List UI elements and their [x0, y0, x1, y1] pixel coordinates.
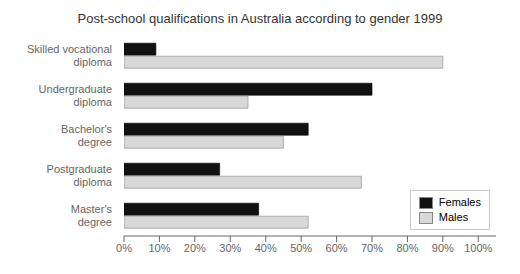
svg-text:20%: 20%	[184, 242, 206, 254]
svg-text:50%: 50%	[290, 242, 312, 254]
svg-text:30%: 30%	[219, 242, 241, 254]
svg-text:80%: 80%	[396, 242, 418, 254]
svg-text:70%: 70%	[361, 242, 383, 254]
svg-text:Master'sdegree: Master'sdegree	[71, 203, 113, 228]
svg-text:40%: 40%	[255, 242, 277, 254]
svg-text:Undergraduatediploma: Undergraduatediploma	[39, 83, 113, 108]
html-text:Females: Females	[438, 196, 481, 208]
svg-text:Bachelor'sdegree: Bachelor'sdegree	[61, 123, 113, 148]
svg-text:10%: 10%	[148, 242, 170, 254]
svg-text:Postgraduatediploma: Postgraduatediploma	[47, 163, 113, 188]
html-text:Post-school qualifications in: Post-school qualifications in Australia …	[77, 11, 443, 26]
html-text:Males: Males	[438, 211, 469, 223]
svg-text:60%: 60%	[326, 242, 348, 254]
svg-text:Skilled vocationaldiploma: Skilled vocationaldiploma	[27, 43, 113, 68]
svg-text:90%: 90%	[432, 242, 454, 254]
svg-text:100%: 100%	[464, 242, 492, 254]
svg-text:0%: 0%	[116, 242, 132, 254]
